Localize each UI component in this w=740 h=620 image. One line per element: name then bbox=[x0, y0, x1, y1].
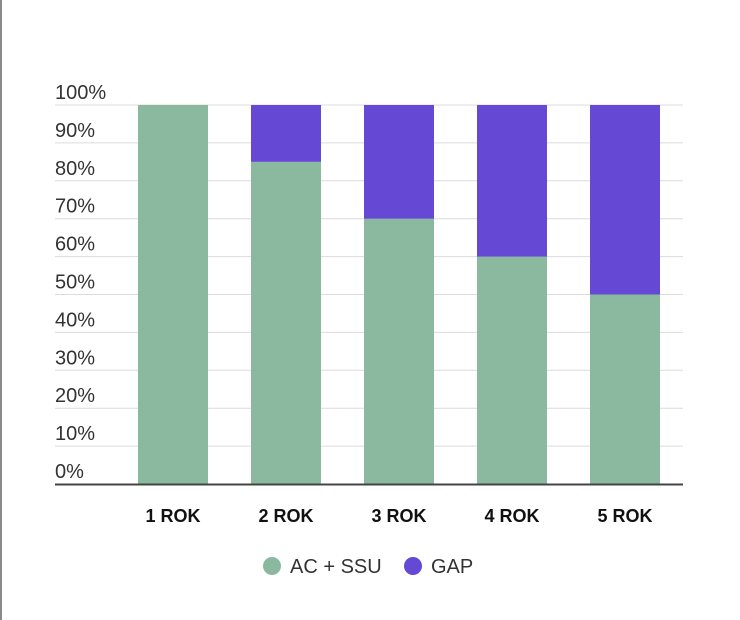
y-tick-label: 30% bbox=[55, 347, 95, 369]
x-axis-labels: 1 ROK 2 ROK 3 ROK 4 ROK 5 ROK bbox=[145, 506, 652, 526]
left-border bbox=[0, 0, 2, 620]
bar-segment-gap-3 bbox=[364, 105, 434, 219]
legend-label: AC + SSU bbox=[290, 556, 382, 578]
legend-label: GAP bbox=[431, 556, 473, 578]
y-tick-label: 20% bbox=[55, 385, 95, 407]
bar-segment-gap-4 bbox=[477, 105, 547, 257]
bar-segment-ac-ssu-4 bbox=[477, 256, 547, 484]
y-tick-label: 70% bbox=[55, 196, 95, 218]
bar-segment-ac-ssu-5 bbox=[590, 294, 660, 484]
bar-segment-gap-5 bbox=[590, 105, 660, 295]
y-tick-label: 40% bbox=[55, 309, 95, 331]
y-axis-ticks: 0% 10% 20% 30% 40% 50% 60% 70% 80% 90% 100% bbox=[55, 82, 106, 483]
bars bbox=[138, 105, 660, 484]
y-tick-label: 0% bbox=[55, 461, 84, 483]
legend[interactable]: AC + SSU GAP bbox=[263, 556, 473, 578]
bar-segment-ac-ssu-3 bbox=[364, 218, 434, 484]
x-tick-label: 5 ROK bbox=[597, 506, 652, 526]
y-tick-label: 100% bbox=[55, 82, 106, 104]
bar-segment-gap-2 bbox=[251, 105, 321, 162]
legend-item-ac-ssu[interactable]: AC + SSU bbox=[263, 556, 382, 578]
y-tick-label: 50% bbox=[55, 272, 95, 294]
legend-swatch bbox=[263, 557, 281, 575]
x-tick-label: 3 ROK bbox=[371, 506, 426, 526]
x-tick-label: 1 ROK bbox=[145, 506, 200, 526]
y-tick-label: 10% bbox=[55, 423, 95, 445]
bar-segment-ac-ssu-2 bbox=[251, 161, 321, 484]
y-tick-label: 90% bbox=[55, 120, 95, 142]
y-tick-label: 60% bbox=[55, 234, 95, 256]
x-tick-label: 2 ROK bbox=[258, 506, 313, 526]
y-tick-label: 80% bbox=[55, 158, 95, 180]
x-tick-label: 4 ROK bbox=[484, 506, 539, 526]
legend-swatch bbox=[404, 557, 422, 575]
legend-item-gap[interactable]: GAP bbox=[404, 556, 473, 578]
bar-segment-ac-ssu-1 bbox=[138, 105, 208, 484]
